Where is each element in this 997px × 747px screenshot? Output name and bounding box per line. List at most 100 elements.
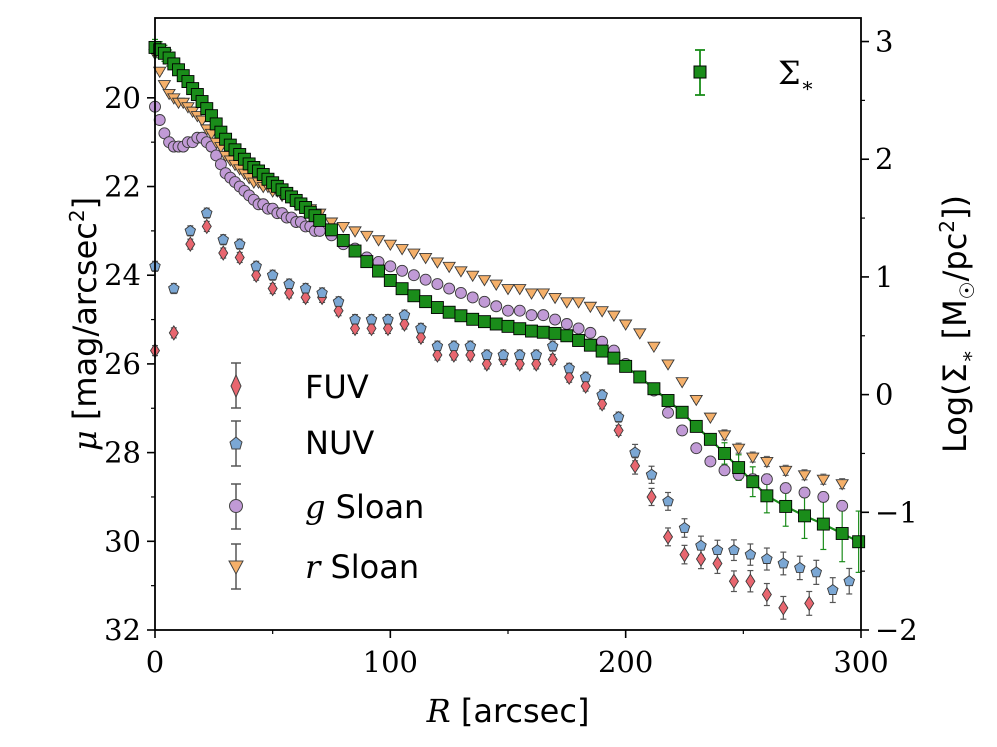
x-tick-label-100: 100: [363, 645, 418, 679]
point-triangle-down-60: [607, 310, 621, 323]
point-diamond-34: [712, 555, 723, 572]
point-pentagon-42: [843, 575, 856, 587]
point-triangle-down-71: [760, 457, 774, 469]
point-pentagon-9: [299, 282, 312, 294]
point-triangle-down-37: [336, 221, 351, 234]
point-square-62: [633, 370, 647, 384]
point-pentagon-26: [579, 371, 592, 383]
point-diamond-36: [745, 573, 756, 590]
point-triangle-down-66: [689, 394, 704, 407]
y2-tick-label-2: 1: [875, 260, 893, 294]
point-diamond-20: [481, 356, 492, 372]
point-circle-66: [690, 442, 703, 455]
point-square-73: [798, 509, 811, 523]
point-diamond-35: [728, 573, 739, 590]
point-square-57: [572, 334, 586, 347]
point-triangle-down-61: [618, 319, 633, 331]
legend-sigma: Σ∗: [693, 49, 814, 97]
point-diamond-1: [168, 325, 179, 341]
legend-entry-r: r Sloan: [228, 543, 419, 590]
point-circle-46: [443, 282, 456, 295]
point-pentagon-32: [678, 521, 691, 533]
point-square-59: [595, 344, 609, 358]
point-diamond-24: [547, 351, 558, 368]
point-triangle-down-58: [583, 301, 598, 314]
point-diamond-16: [415, 329, 426, 346]
legend-marker-r: [228, 560, 244, 576]
point-diamond-5: [234, 249, 245, 266]
legend-bands: FUV NUV g Sloan r Sloan: [228, 362, 424, 590]
point-pentagon-5: [233, 238, 246, 250]
point-pentagon-7: [266, 269, 279, 281]
point-diamond-7: [267, 280, 278, 297]
point-square-56: [560, 329, 574, 343]
point-pentagon-12: [349, 313, 361, 325]
point-circle-52: [513, 304, 526, 317]
point-circle-74: [817, 491, 830, 503]
point-circle-43: [407, 269, 420, 282]
point-pentagon-16: [415, 322, 427, 334]
point-pentagon-4: [217, 233, 230, 245]
point-square-51: [501, 319, 515, 333]
point-pentagon-21: [497, 348, 510, 360]
y2-tick-label-3: 0: [875, 378, 893, 412]
legend-marker-nuv: [229, 436, 243, 450]
point-triangle-down-42: [395, 244, 409, 256]
point-circle-54: [537, 309, 550, 322]
y2-tick-label-5: −2: [875, 613, 918, 647]
point-square-60: [607, 351, 621, 365]
point-diamond-22: [514, 356, 525, 372]
point-triangle-down-47: [454, 266, 468, 278]
point-triangle-down-51: [501, 284, 515, 296]
point-square-36: [325, 223, 338, 237]
point-circle-71: [760, 473, 773, 486]
x-axis-ticks: 0 100 200 300: [146, 630, 889, 679]
point-diamond-27: [597, 395, 608, 412]
point-square-37: [336, 233, 350, 247]
point-pentagon-28: [612, 411, 625, 423]
y-axis-label: μ [mag/arcsec2]: [65, 197, 104, 451]
point-triangle-down-50: [489, 279, 504, 291]
point-square-48: [466, 312, 480, 326]
point-triangle-down-41: [383, 239, 398, 252]
point-triangle-down-40: [371, 235, 386, 247]
point-circle-57: [572, 322, 585, 335]
y-tick-label-22: 22: [104, 170, 141, 204]
point-pentagon-31: [662, 495, 674, 507]
point-square-61: [619, 359, 633, 373]
y-tick-label-26: 26: [104, 347, 141, 381]
point-circle-41: [384, 260, 397, 273]
point-pentagon-11: [332, 295, 345, 307]
point-pentagon-10: [316, 286, 328, 298]
y-tick-label-30: 30: [104, 524, 141, 558]
point-pentagon-3: [200, 207, 213, 219]
point-pentagon-18: [448, 340, 460, 352]
point-triangle-down-52: [512, 284, 527, 296]
point-triangle-down-69: [731, 443, 746, 456]
point-square-42: [395, 282, 409, 296]
point-square-63: [647, 382, 661, 396]
point-diamond-33: [695, 551, 707, 567]
x-tick-label-0: 0: [146, 645, 164, 679]
point-pentagon-1: [168, 282, 180, 294]
point-square-69: [732, 461, 746, 475]
point-triangle-down-48: [465, 270, 480, 283]
point-square-41: [383, 274, 397, 287]
point-diamond-14: [382, 320, 394, 337]
point-pentagon-2: [184, 224, 197, 236]
point-triangle-down-64: [661, 359, 675, 371]
point-diamond-30: [646, 489, 657, 505]
point-square-45: [430, 301, 444, 314]
point-circle-44: [419, 273, 432, 286]
point-pentagon-23: [530, 348, 543, 360]
point-circle-65: [676, 424, 689, 437]
point-circle-68: [718, 464, 731, 477]
point-diamond-39: [804, 595, 815, 612]
point-square-50: [489, 317, 503, 331]
point-square-58: [583, 338, 597, 352]
point-circle-75: [836, 499, 849, 512]
point-pentagon-6: [250, 260, 262, 272]
x-tick-label-200: 200: [598, 645, 653, 679]
point-circle-35: [313, 224, 326, 237]
